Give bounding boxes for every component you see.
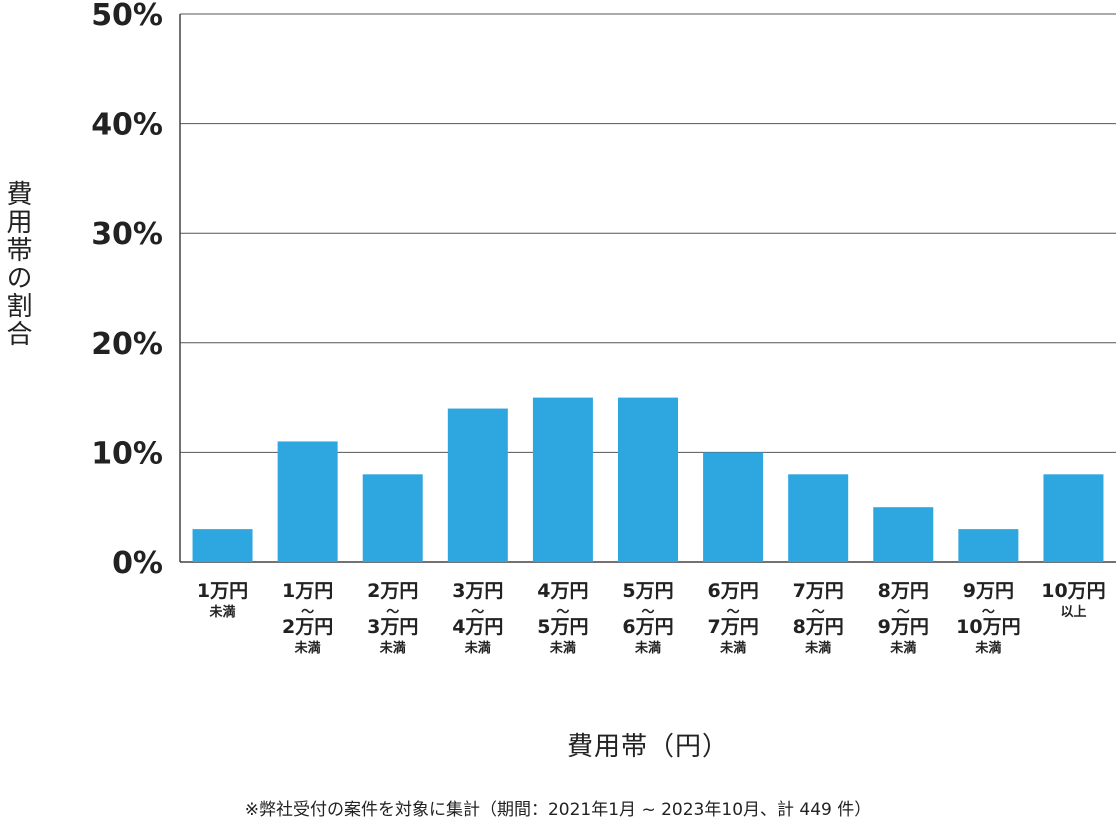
bar xyxy=(703,452,764,562)
x-tick-label: 8万円 xyxy=(793,616,844,638)
x-tick-label: 〜 xyxy=(301,605,314,620)
x-tick-label: 未満 xyxy=(464,640,491,656)
x-tick-label: 1万円 xyxy=(282,580,333,602)
x-tick-label: 未満 xyxy=(974,640,1001,656)
x-tick-label: 1万円 xyxy=(197,580,248,602)
bar xyxy=(1043,474,1104,562)
x-tick-label: 〜 xyxy=(812,605,825,620)
x-tick-label: 7万円 xyxy=(793,580,844,602)
x-tick-label: 2万円 xyxy=(367,580,418,602)
bar xyxy=(958,529,1019,562)
x-tick-label: 10万円 xyxy=(956,616,1020,638)
bar xyxy=(532,397,593,562)
x-tick-label: 未満 xyxy=(634,640,661,656)
y-axis-label: 費用帯の割合 xyxy=(2,180,32,348)
x-tick-label: 〜 xyxy=(982,605,995,620)
y-tick-label: 50% xyxy=(91,0,163,33)
footnote: ※弊社受付の案件を対象に集計（期間：2021年1月 ~ 2023年10月、計 4… xyxy=(244,800,872,820)
x-tick-label: 〜 xyxy=(556,605,569,620)
bar xyxy=(362,474,423,562)
x-tick-label: 4万円 xyxy=(537,580,588,602)
x-tick-label: 〜 xyxy=(471,605,484,620)
x-tick-label: 未満 xyxy=(804,640,831,656)
x-tick-label: 8万円 xyxy=(878,580,929,602)
x-tick-label: 未満 xyxy=(889,640,916,656)
bar xyxy=(277,441,338,562)
x-tick-label: 未満 xyxy=(719,640,746,656)
bar xyxy=(447,408,508,562)
x-tick-label: 〜 xyxy=(897,605,910,620)
x-tick-label: 2万円 xyxy=(282,616,333,638)
x-tick-label: 未満 xyxy=(549,640,576,656)
bar xyxy=(788,474,849,562)
x-tick-label: 4万円 xyxy=(452,616,503,638)
x-tick-label: 7万円 xyxy=(707,616,758,638)
bar-chart: 0%10%20%30%40%50%1万円未満1万円〜2万円未満2万円〜3万円未満… xyxy=(91,0,1116,656)
x-tick-label: 3万円 xyxy=(452,580,503,602)
x-tick-label: 未満 xyxy=(294,640,321,656)
x-tick-label: 10万円 xyxy=(1041,580,1105,602)
x-tick-label: 3万円 xyxy=(367,616,418,638)
x-tick-label: 6万円 xyxy=(622,616,673,638)
y-tick-label: 20% xyxy=(91,327,163,362)
x-tick-label: 5万円 xyxy=(537,616,588,638)
x-tick-label: 6万円 xyxy=(707,580,758,602)
y-tick-label: 30% xyxy=(91,217,163,252)
bar xyxy=(873,507,934,562)
x-tick-label: 未満 xyxy=(379,640,406,656)
y-tick-label: 10% xyxy=(91,436,163,471)
bar xyxy=(192,529,253,562)
x-tick-label: 未満 xyxy=(209,604,236,620)
x-axis-label: 費用帯（円） xyxy=(566,732,729,762)
x-tick-label: 以上 xyxy=(1060,605,1086,620)
x-tick-label: 〜 xyxy=(727,605,740,620)
x-tick-label: 〜 xyxy=(641,605,654,620)
y-tick-label: 40% xyxy=(91,108,163,143)
bar xyxy=(618,397,678,562)
y-tick-label: 0% xyxy=(112,546,163,581)
x-tick-label: 9万円 xyxy=(878,616,929,638)
x-tick-label: 9万円 xyxy=(963,580,1014,602)
x-tick-label: 〜 xyxy=(386,605,399,620)
x-tick-label: 5万円 xyxy=(622,580,673,602)
